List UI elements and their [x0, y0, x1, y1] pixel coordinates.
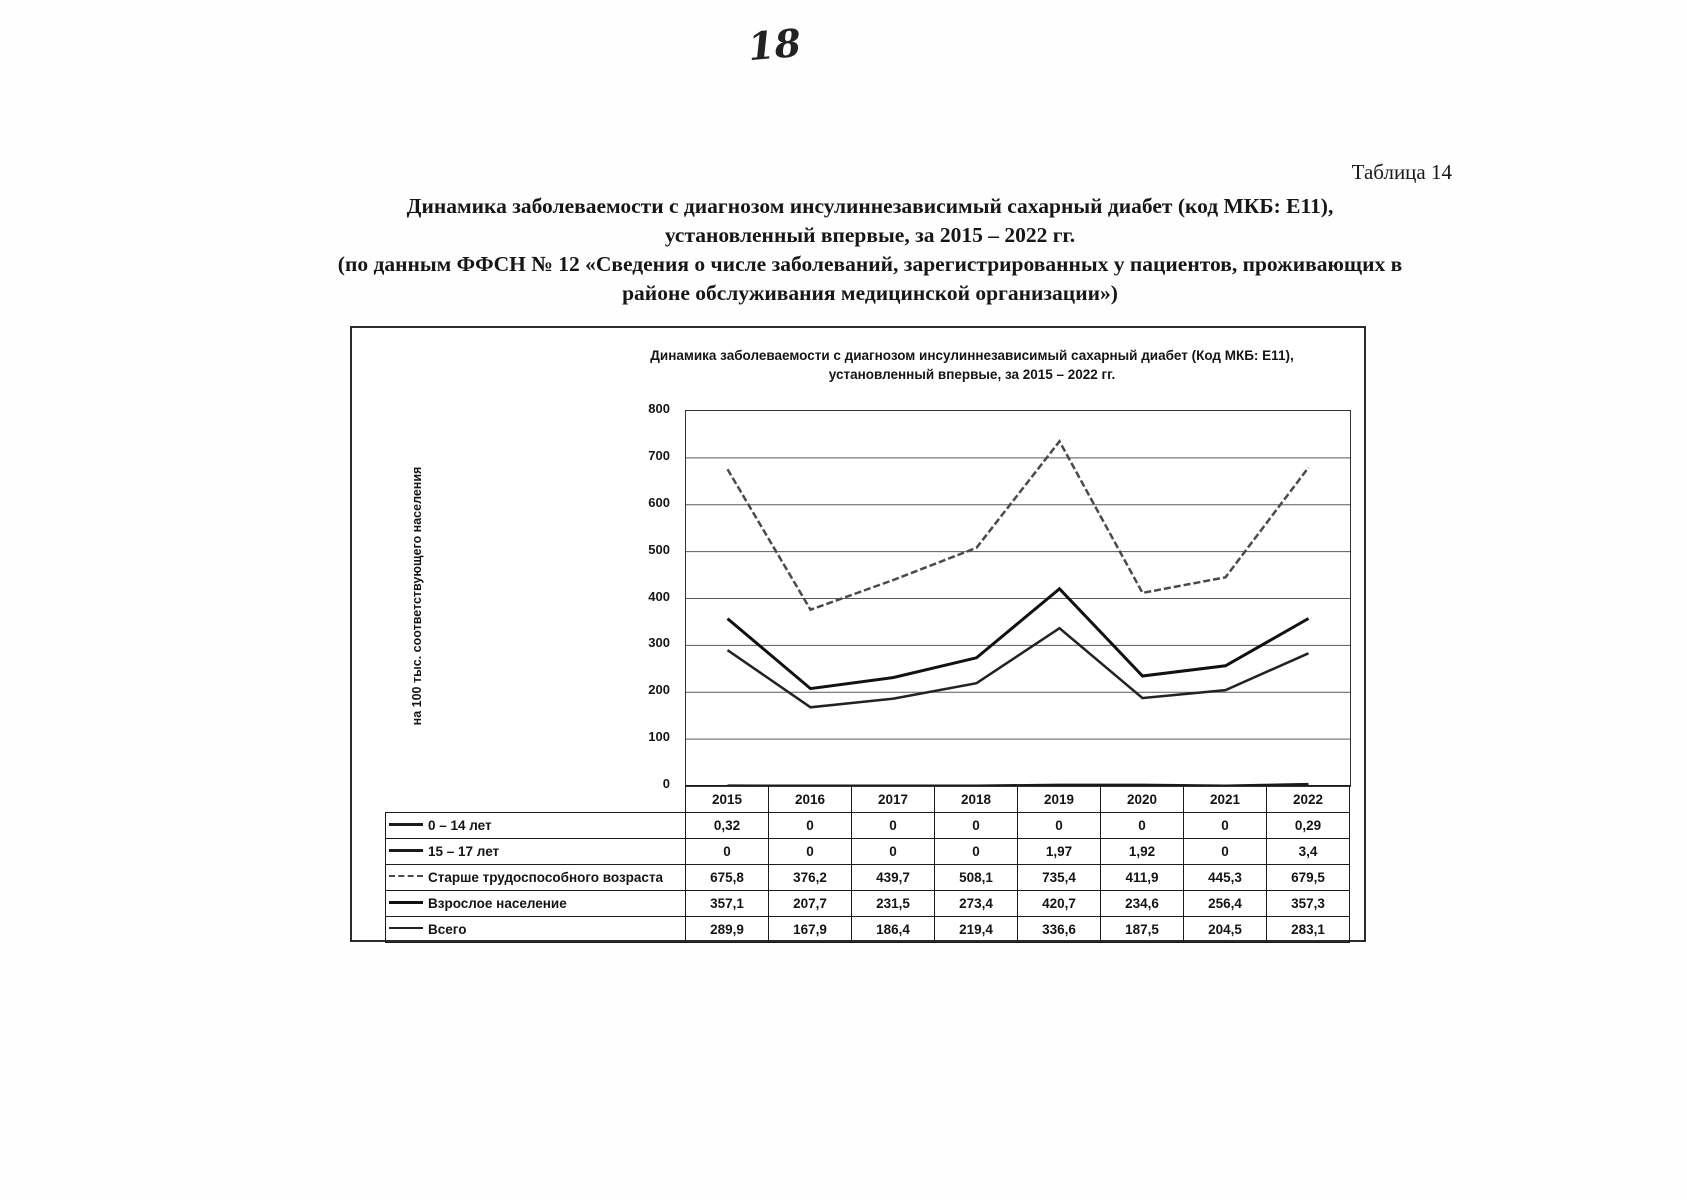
chart-title-line-2: установленный впервые, за 2015 – 2022 гг…	[828, 367, 1116, 382]
value-cell: 0	[768, 838, 852, 865]
legend-line-icon	[389, 822, 423, 826]
y-tick-label: 300	[648, 635, 670, 651]
legend-line-icon	[389, 900, 423, 904]
value-cell: 0	[851, 812, 935, 839]
value-cell: 445,3	[1183, 864, 1267, 891]
value-cell: 289,9	[685, 916, 769, 943]
y-tick-label: 600	[648, 494, 670, 510]
year-header-cell: 2016	[768, 785, 852, 813]
value-cell: 439,7	[851, 864, 935, 891]
y-axis-ticks: 800 700 600 500 400 300 200 100 0	[630, 401, 678, 791]
legend-cell: 0 – 14 лет	[385, 812, 686, 839]
title-line-1: Динамика заболеваемости с диагнозом инсу…	[406, 194, 1334, 218]
value-cell: 357,1	[685, 890, 769, 917]
value-cell: 420,7	[1017, 890, 1101, 917]
y-axis-label: на 100 тыс. соответствующего населения	[410, 466, 424, 726]
value-cell: 376,2	[768, 864, 852, 891]
title-line-2: установленный впервые, за 2015 – 2022 гг…	[664, 223, 1076, 247]
year-header-cell: 2021	[1183, 785, 1267, 813]
table-row: Старше трудоспособного возраста 675,8 376,…	[385, 864, 1350, 891]
series-line	[726, 439, 1310, 612]
value-cell: 0,32	[685, 812, 769, 839]
chart-container: Динамика заболеваемости с диагнозом инсу…	[350, 326, 1366, 943]
y-tick-label: 0	[662, 776, 670, 791]
table-row: Взрослое население 357,1 207,7 231,5 273,4 42…	[385, 890, 1350, 917]
table-row: 15 – 17 лет 0 0 0 0 1,97 1,92 0 3,4	[385, 838, 1350, 865]
legend-label: Старше трудоспособного возраста	[428, 870, 664, 885]
chart-title-line-1: Динамика заболеваемости с диагнозом инсу…	[650, 348, 1294, 363]
legend-line-icon	[389, 848, 423, 852]
value-cell: 679,5	[1266, 864, 1350, 891]
series-line	[726, 586, 1310, 691]
y-tick-label: 200	[648, 682, 670, 698]
value-cell: 0	[768, 812, 852, 839]
legend-label: Всего	[428, 922, 467, 937]
value-cell: 411,9	[1100, 864, 1184, 891]
value-cell: 234,6	[1100, 890, 1184, 917]
legend-cell: Взрослое население	[385, 890, 686, 917]
table-label: Таблица 14	[1351, 160, 1452, 184]
series-line	[726, 626, 1310, 709]
table-row: Всего 289,9 167,9 186,4 219,4 336,6 187,5 204,5…	[385, 916, 1350, 943]
year-header-cell: 2019	[1017, 785, 1101, 813]
value-cell: 1,92	[1100, 838, 1184, 865]
line-chart	[686, 439, 1350, 786]
year-header-cell: 2015	[685, 785, 769, 813]
subtitle-line-2: районе обслуживания медицинской организа…	[622, 281, 1118, 305]
page-number: 18	[746, 19, 803, 70]
value-cell: 186,4	[851, 916, 935, 943]
subtitle-line-1: (по данным ФФСН № 12 «Сведения о числе з…	[337, 252, 1403, 276]
legend-cell: Всего	[385, 916, 686, 943]
value-cell: 283,1	[1266, 916, 1350, 943]
y-tick-label: 500	[648, 541, 670, 557]
value-cell: 207,7	[768, 890, 852, 917]
value-cell: 0	[685, 838, 769, 865]
y-tick-label: 400	[648, 588, 670, 604]
value-cell: 0	[1100, 812, 1184, 839]
value-cell: 735,4	[1017, 864, 1101, 891]
value-cell: 336,6	[1017, 916, 1101, 943]
legend-label: Взрослое население	[428, 896, 567, 911]
value-cell: 675,8	[685, 864, 769, 891]
document-title: Динамика заболеваемости с диагнозом инсу…	[50, 192, 1687, 308]
value-cell: 167,9	[768, 916, 852, 943]
legend-label: 15 – 17 лет	[428, 844, 500, 859]
value-cell: 0	[1183, 812, 1267, 839]
value-cell: 0	[851, 838, 935, 865]
value-cell: 0	[1017, 812, 1101, 839]
value-cell: 3,4	[1266, 838, 1350, 865]
legend-label: 0 – 14 лет	[428, 818, 492, 833]
value-cell: 219,4	[934, 916, 1018, 943]
legend-line-icon	[389, 927, 423, 930]
value-cell: 0	[934, 838, 1018, 865]
legend-cell: Старше трудоспособного возраста	[385, 864, 686, 891]
year-header-cell: 2020	[1100, 785, 1184, 813]
data-table: 2015 2016 2017 2018 2019 2020 2021 2022 0 – 14 л…	[385, 785, 1350, 943]
value-cell: 231,5	[851, 890, 935, 917]
table-row: 0 – 14 лет 0,32 0 0 0 0 0 0 0,29	[385, 812, 1350, 839]
chart-title: Динамика заболеваемости с диагнозом инсу…	[602, 346, 1342, 384]
value-cell: 187,5	[1100, 916, 1184, 943]
year-header-cell: 2022	[1266, 785, 1350, 813]
table-corner-blank	[386, 786, 686, 813]
year-header-cell: 2018	[934, 785, 1018, 813]
table-header-row: 2015 2016 2017 2018 2019 2020 2021 2022	[386, 785, 1350, 813]
plot-area	[685, 410, 1351, 787]
legend-cell: 15 – 17 лет	[385, 838, 686, 865]
value-cell: 1,97	[1017, 838, 1101, 865]
value-cell: 0	[934, 812, 1018, 839]
value-cell: 508,1	[934, 864, 1018, 891]
y-tick-label: 700	[648, 447, 670, 463]
y-tick-label: 800	[648, 401, 670, 416]
value-cell: 357,3	[1266, 890, 1350, 917]
year-header-cell: 2017	[851, 785, 935, 813]
value-cell: 0	[1183, 838, 1267, 865]
y-tick-label: 100	[648, 729, 670, 745]
value-cell: 204,5	[1183, 916, 1267, 943]
value-cell: 273,4	[934, 890, 1018, 917]
legend-line-icon	[389, 875, 423, 878]
value-cell: 256,4	[1183, 890, 1267, 917]
value-cell: 0,29	[1266, 812, 1350, 839]
